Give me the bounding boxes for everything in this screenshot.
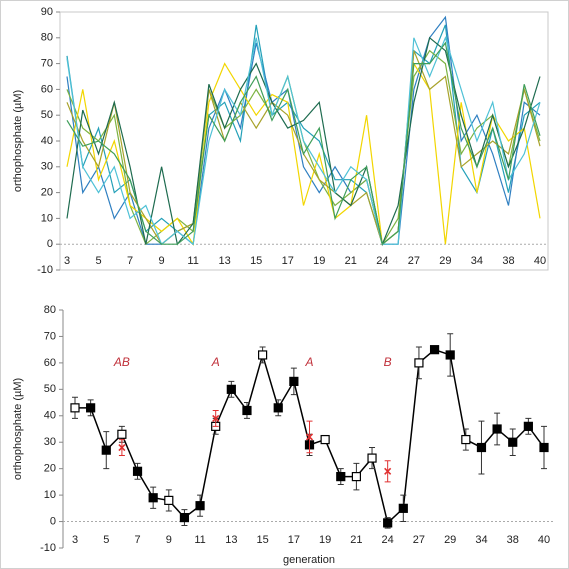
series-line — [66, 41, 541, 246]
x-tick-label: 11 — [187, 255, 198, 267]
marker — [351, 472, 361, 482]
x-tick-label: 13 — [219, 255, 231, 267]
x-tick-label: 15 — [256, 534, 268, 546]
x-tick-label: 38 — [502, 255, 514, 267]
x-tick-label: 13 — [225, 534, 237, 546]
marker — [384, 467, 392, 475]
x-tick-label: 15 — [250, 255, 262, 267]
x-tick-label: 40 — [538, 534, 550, 546]
x-tick-label: 34 — [471, 255, 483, 267]
y-tick-label: 60 — [44, 357, 56, 369]
x-tick-label: 3 — [64, 255, 70, 267]
marker — [523, 421, 533, 431]
y-tick-label: 50 — [44, 383, 56, 395]
x-tick-label: 24 — [382, 534, 394, 546]
x-tick-label: 5 — [103, 534, 109, 546]
series-line — [66, 36, 541, 246]
marker — [242, 405, 252, 416]
x-tick-label: 34 — [475, 534, 487, 546]
x-tick-label: 9 — [159, 255, 165, 267]
y-tick-label: 60 — [41, 83, 53, 95]
marker — [476, 442, 487, 453]
x-tick-label: 17 — [282, 255, 294, 267]
x-tick-label: 5 — [95, 255, 101, 267]
marker — [383, 518, 393, 528]
annotation: A — [304, 355, 313, 369]
marker — [258, 350, 268, 360]
x-tick-label: 29 — [439, 255, 451, 267]
marker — [539, 442, 549, 453]
marker — [148, 493, 158, 503]
marker — [195, 501, 205, 511]
x-tick-label: 19 — [313, 255, 325, 267]
marker — [492, 424, 502, 434]
y-tick-label: 10 — [41, 212, 53, 224]
annotation: A — [211, 355, 220, 369]
x-tick-label: 19 — [319, 534, 331, 546]
marker — [273, 403, 283, 413]
x-tick-label: 27 — [413, 534, 425, 546]
x-tick-label: 9 — [166, 534, 172, 546]
x-tick-label: 3 — [72, 534, 78, 546]
y-axis-label: orthophosphate (µM) — [12, 90, 24, 192]
marker — [101, 445, 111, 455]
marker — [398, 503, 408, 513]
y-tick-label: 70 — [41, 58, 53, 70]
marker — [226, 384, 236, 394]
marker — [179, 512, 190, 523]
y-axis-label: orthophosphate (µM) — [12, 378, 24, 480]
marker — [86, 403, 96, 413]
x-tick-label: 7 — [127, 255, 133, 267]
marker — [289, 376, 299, 386]
x-tick-label: 40 — [534, 255, 546, 267]
y-tick-label: 40 — [44, 410, 56, 422]
marker — [305, 433, 314, 441]
y-tick-label: 20 — [44, 463, 56, 475]
x-tick-label: 29 — [444, 534, 456, 546]
y-tick-label: 30 — [44, 436, 56, 448]
marker — [336, 472, 346, 482]
y-tick-label: 80 — [44, 304, 56, 316]
series-line — [66, 36, 541, 247]
annotation: AB — [113, 355, 130, 369]
marker — [132, 466, 143, 476]
y-tick-label: 50 — [41, 109, 53, 121]
y-tick-label: 0 — [50, 515, 56, 527]
y-tick-label: 80 — [41, 32, 53, 44]
x-axis-label: generation — [283, 554, 335, 566]
x-tick-label: 38 — [507, 534, 519, 546]
y-tick-label: 70 — [44, 330, 56, 342]
y-tick-label: -10 — [40, 542, 56, 554]
marker — [508, 437, 518, 447]
marker — [429, 345, 440, 355]
series-line — [66, 15, 541, 246]
marker — [70, 403, 80, 413]
marker — [461, 434, 471, 445]
y-tick-label: 40 — [41, 135, 53, 147]
y-tick-label: 90 — [41, 6, 53, 18]
marker — [164, 495, 174, 505]
marker — [414, 358, 424, 368]
x-tick-label: 27 — [408, 255, 420, 267]
marker — [118, 443, 126, 452]
marker — [117, 429, 127, 439]
y-tick-label: 10 — [44, 489, 56, 501]
y-tick-label: 20 — [41, 187, 53, 199]
y-tick-label: 30 — [41, 161, 53, 173]
marker — [212, 414, 220, 422]
x-tick-label: 24 — [376, 255, 388, 267]
x-tick-label: 11 — [194, 534, 205, 546]
x-tick-label: 17 — [288, 534, 300, 546]
marker — [445, 350, 455, 360]
y-tick-label: 0 — [47, 238, 53, 250]
marker — [367, 453, 377, 463]
x-tick-label: 21 — [350, 534, 362, 546]
marker — [320, 434, 330, 445]
x-tick-label: 7 — [134, 534, 140, 546]
annotation: B — [384, 355, 392, 369]
x-tick-label: 21 — [345, 255, 357, 267]
y-tick-label: -10 — [37, 264, 53, 276]
